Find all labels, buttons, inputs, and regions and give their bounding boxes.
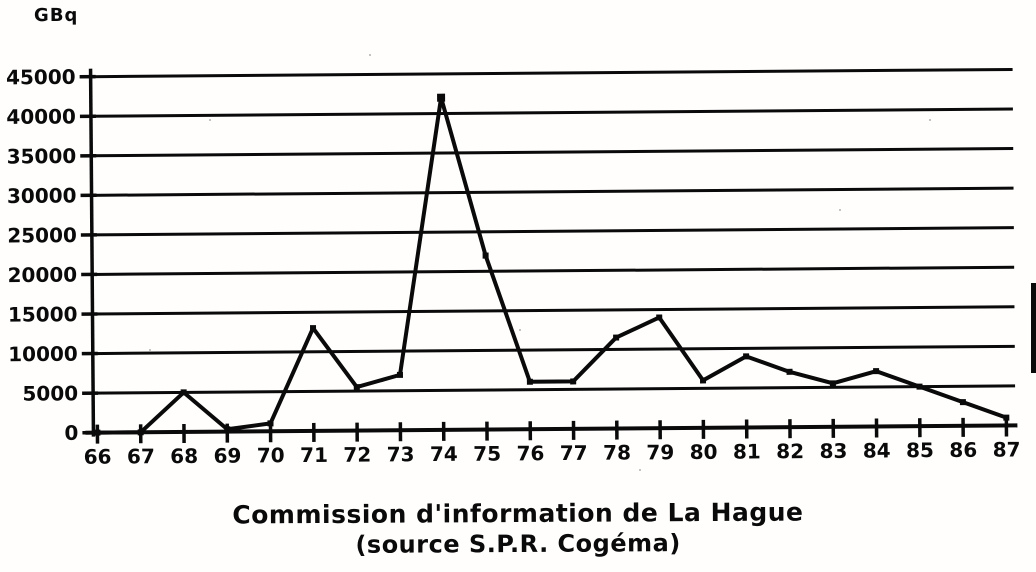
gridline [90,226,1014,237]
gridline [90,147,1014,158]
y-tick-label: 15000 [8,302,78,327]
y-tick-label: 40000 [6,104,76,129]
x-tick-label: 84 [863,438,891,462]
data-point-marker [743,353,750,360]
x-tick-label: 67 [127,444,155,468]
data-point-marker [482,252,489,259]
data-point-marker [526,378,533,385]
gridline [90,186,1014,197]
data-point-marker [786,368,793,375]
data-point-marker [916,383,923,390]
data-point-marker [224,426,231,433]
x-tick-label: 79 [646,440,674,464]
y-tick-label: 0 [64,421,78,445]
x-tick-label: 74 [430,442,458,466]
x-tick-label: 70 [257,443,285,467]
x-tick-label: 76 [516,441,544,465]
caption-line-1: Commission d'information de La Hague [232,497,804,530]
x-tick-label: 87 [993,437,1021,461]
y-tick-label: 10000 [8,342,78,367]
line-chart: 0 5000 10000 15000 20000 25000 30000 35000 40000… [6,65,1021,469]
gridline [92,384,1016,395]
x-axis [85,423,1018,435]
gridline [91,265,1015,276]
y-tick-label: 25000 [7,223,77,248]
x-tick-label: 75 [473,441,501,465]
gridline [89,67,1013,79]
data-point-marker [1003,414,1010,421]
x-tick-label: 71 [300,443,328,467]
data-point-marker [137,429,144,436]
x-tick-label: 86 [949,438,977,462]
y-tick-label: 35000 [7,144,77,169]
x-tick-label: 83 [819,439,847,463]
x-tick-label: 73 [387,442,415,466]
y-tick-label: 30000 [7,183,77,208]
data-point-marker [94,429,101,436]
x-tick-label: 68 [170,444,198,468]
data-point-marker [570,378,577,385]
data-point-marker [310,325,317,332]
data-point-marker [829,380,836,387]
gridline [91,305,1015,316]
gridline [91,344,1015,356]
data-point-marker [396,371,403,378]
x-tick-label: 78 [603,440,631,464]
x-tick-label: 77 [560,441,588,465]
x-tick-label: 82 [776,439,804,463]
plot-area: 0 5000 10000 15000 20000 25000 30000 35000 40000… [6,65,1021,469]
data-point-marker [353,384,360,391]
x-tick-label: 66 [84,445,112,469]
x-tick-label: 81 [733,439,761,463]
data-point-marker [613,334,620,341]
x-tick-label: 69 [213,444,241,468]
data-point-marker [873,368,880,375]
caption-line-2: (source S.P.R. Cogéma) [355,529,681,559]
y-tick-label: 45000 [6,65,76,90]
y-tick-label: 5000 [22,381,78,405]
y-axis [88,68,96,437]
data-line [95,95,1009,435]
y-tick-label: 20000 [7,263,77,288]
data-point-marker [267,420,274,427]
data-point-marker [959,399,966,406]
gridline [89,107,1013,118]
x-tick-label: 85 [906,438,934,462]
data-point-marker [656,314,663,321]
scan-edge-artifact [1031,283,1036,373]
x-tick-label: 80 [690,440,718,464]
data-point-marker [700,377,707,384]
data-point-marker [180,389,187,396]
data-point-marker [437,93,446,102]
x-tick-label: 72 [343,442,371,466]
chart-caption: Commission d'information de La Hague (so… [0,496,1036,560]
